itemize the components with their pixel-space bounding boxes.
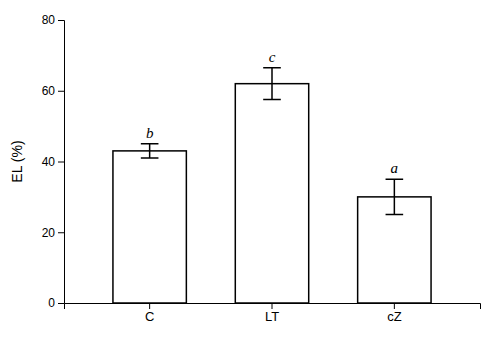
y-tick-label: 80	[42, 13, 56, 27]
x-tick-label: cZ	[387, 309, 402, 324]
y-tick: 60	[42, 84, 64, 98]
x-axis: C LT cZ	[65, 303, 481, 324]
y-tick-label: 20	[42, 226, 56, 240]
x-tick-label: LT	[265, 309, 279, 324]
y-tick-mark	[58, 20, 64, 21]
chart-container: C LT cZ 0 20 40 60 80 b c a EL (%)	[0, 0, 500, 343]
annotation: a	[391, 160, 399, 176]
x-tick: LT	[265, 303, 279, 324]
error-bar	[386, 179, 404, 214]
y-tick-mark	[58, 232, 64, 233]
chart-svg: C LT cZ 0 20 40 60 80 b c a EL (%)	[0, 0, 500, 343]
y-tick: 0	[48, 296, 64, 310]
error-bar	[141, 144, 159, 158]
x-tick-mark	[394, 303, 395, 309]
x-tick: C	[145, 303, 154, 324]
error-bar	[263, 68, 281, 100]
y-axis-line	[58, 21, 65, 304]
y-tick: 20	[42, 226, 64, 240]
y-tick: 40	[42, 155, 64, 169]
y-tick-label: 0	[48, 296, 55, 310]
y-tick-mark	[58, 91, 64, 92]
x-tick-mark	[149, 303, 150, 309]
y-tick-mark	[58, 303, 64, 304]
annotation: c	[269, 49, 276, 65]
y-tick-mark	[58, 162, 64, 163]
x-tick-mark	[272, 303, 273, 309]
x-axis-line	[65, 304, 481, 310]
annotations: b c a	[146, 49, 398, 176]
y-axis-title: EL (%)	[9, 140, 25, 182]
marks	[113, 68, 431, 303]
bar	[235, 84, 308, 303]
y-tick-label: 40	[42, 155, 56, 169]
x-tick-label: C	[145, 309, 154, 324]
plot: C LT cZ 0 20 40 60 80 b c a	[42, 13, 481, 324]
y-tick-label: 60	[42, 84, 56, 98]
y-tick: 80	[42, 13, 64, 27]
y-axis: 0 20 40 60 80	[42, 13, 65, 310]
annotation: b	[146, 125, 154, 141]
x-tick: cZ	[387, 303, 402, 324]
bar	[113, 151, 186, 303]
